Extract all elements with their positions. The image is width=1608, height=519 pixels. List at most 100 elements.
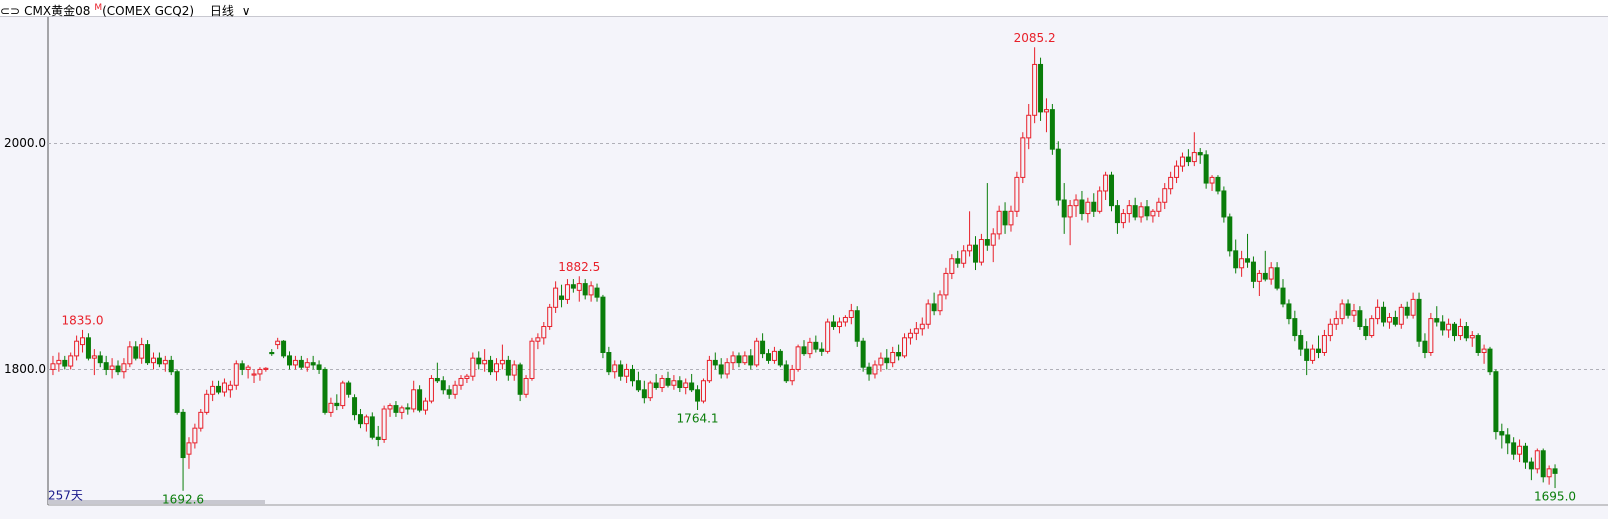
candle-body — [541, 326, 547, 339]
candle-body — [1522, 445, 1528, 463]
candle-body — [1085, 201, 1091, 215]
candle-body — [1446, 323, 1452, 331]
candle-body — [1256, 272, 1262, 282]
candle-body — [499, 359, 505, 365]
candle-body — [1215, 176, 1221, 192]
candle-body — [1327, 323, 1333, 337]
candle-body — [641, 389, 647, 399]
candle-body — [925, 303, 931, 325]
candle-body — [529, 340, 535, 379]
candle-body — [62, 359, 68, 367]
flag: M — [94, 3, 103, 13]
candle-body — [1138, 206, 1144, 218]
candle-body — [748, 355, 754, 366]
candle-body — [316, 364, 322, 370]
candle-body — [1091, 201, 1097, 212]
candle-body — [1339, 303, 1345, 320]
scrollbar[interactable] — [48, 500, 265, 504]
candle-body — [984, 239, 990, 246]
candle-body — [955, 258, 961, 264]
candle-body — [842, 316, 848, 323]
candle-body — [630, 368, 636, 382]
candle-body — [352, 397, 358, 416]
candle-body — [287, 355, 293, 366]
period: 日线 — [209, 4, 234, 18]
candle-body — [836, 321, 842, 328]
candle-body — [1150, 210, 1156, 217]
header-bar: ⊂⊃ CMX黄金08 M(COMEX GCQ2) 日线 ∨ — [0, 0, 1608, 18]
candle-body — [263, 367, 269, 370]
candle-body — [1410, 298, 1416, 316]
extreme-label: 2085.2 — [1014, 31, 1056, 45]
candle-body — [1120, 213, 1126, 224]
candle-body — [1375, 306, 1381, 320]
period-selector[interactable]: 日线 ∨ — [209, 4, 251, 18]
candle-body — [233, 363, 239, 386]
candle-body — [665, 377, 671, 386]
candle-body — [198, 411, 204, 429]
candle-body — [1540, 450, 1546, 478]
candle-body — [1310, 348, 1316, 361]
candle-body — [1268, 267, 1274, 280]
candle-body — [1245, 258, 1251, 263]
candle-body — [446, 389, 452, 395]
candle-body — [801, 346, 807, 355]
candle-body — [754, 340, 760, 366]
candle-body — [97, 355, 103, 364]
candle-body — [204, 393, 210, 413]
candle-body — [511, 364, 517, 376]
candle-body — [1274, 267, 1280, 289]
candle-body — [902, 337, 908, 357]
candle-body — [890, 352, 896, 364]
candle-body — [464, 375, 470, 379]
candle-body — [133, 346, 139, 359]
candle-body — [712, 359, 718, 366]
candle-body — [1239, 258, 1245, 269]
candle-body — [683, 382, 689, 389]
candle-body — [1475, 335, 1481, 353]
candle-body — [1351, 310, 1357, 316]
candle-body — [363, 416, 369, 425]
candle-body — [1067, 205, 1073, 218]
candle-body — [1357, 310, 1363, 328]
candle-body — [1292, 318, 1298, 337]
candle-body — [659, 377, 665, 389]
candle-body — [1114, 205, 1120, 224]
candle-body — [931, 303, 937, 312]
candle-body — [56, 359, 62, 365]
candle-body — [854, 310, 860, 342]
candle-body — [996, 210, 1002, 235]
candle-body — [949, 258, 955, 274]
candle-body — [334, 402, 340, 407]
candle-body — [369, 416, 375, 438]
candle-body — [399, 407, 405, 413]
candle-body — [1528, 461, 1534, 470]
candle-body — [718, 364, 724, 375]
candle-body — [961, 250, 967, 264]
candle-body — [559, 295, 565, 300]
candle-body — [85, 337, 91, 359]
candle-body — [127, 346, 133, 365]
candle-body — [115, 365, 121, 373]
candle-body — [109, 365, 115, 370]
candle-body — [1398, 306, 1404, 325]
candle-body — [1505, 434, 1511, 444]
candle-body — [1469, 335, 1475, 339]
y-tick-label: 2000.0 — [4, 136, 46, 150]
candle-body — [635, 380, 641, 391]
candle-body — [210, 385, 216, 395]
candle-body — [269, 352, 275, 355]
candle-body — [139, 344, 145, 359]
candle-body — [91, 355, 97, 359]
candle-body — [180, 411, 186, 459]
candle-body — [423, 400, 429, 411]
candle-body — [1103, 174, 1109, 192]
candle-body — [145, 344, 151, 364]
candle-body — [340, 382, 346, 407]
extreme-label: 1764.1 — [677, 411, 719, 425]
candle-body — [600, 296, 606, 354]
candle-body — [1008, 210, 1014, 226]
candle-body — [937, 294, 943, 312]
candle-body — [1203, 154, 1209, 184]
extreme-label: 1695.0 — [1534, 490, 1576, 504]
